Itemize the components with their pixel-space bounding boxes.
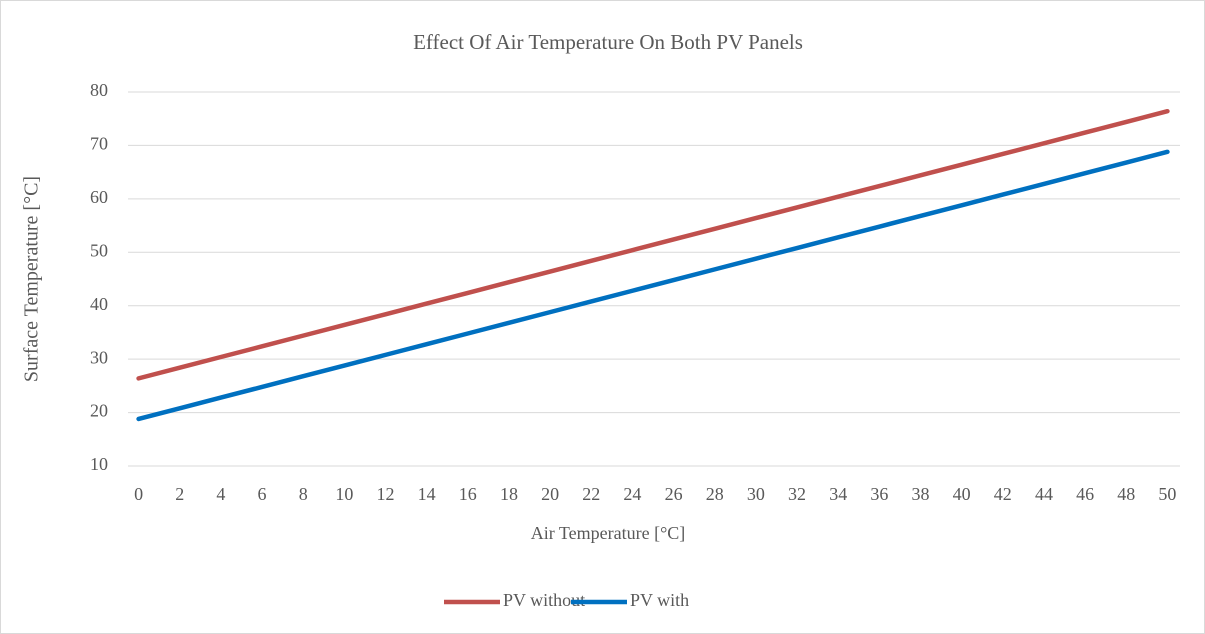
x-tick-label: 50 xyxy=(1158,484,1176,504)
y-axis-title: Surface Temperature [°C] xyxy=(21,176,43,382)
y-tick-label: 30 xyxy=(90,347,108,367)
x-tick-label: 8 xyxy=(299,484,308,504)
chart-title: Effect Of Air Temperature On Both PV Pan… xyxy=(413,30,803,54)
x-tick-label: 40 xyxy=(953,484,971,504)
x-tick-label: 16 xyxy=(459,484,477,504)
x-tick-label: 30 xyxy=(747,484,765,504)
y-tick-label: 20 xyxy=(90,401,108,421)
x-tick-label: 46 xyxy=(1076,484,1094,504)
x-tick-label: 14 xyxy=(418,484,436,504)
x-tick-label: 44 xyxy=(1035,484,1053,504)
x-tick-label: 22 xyxy=(582,484,600,504)
y-tick-label: 50 xyxy=(90,240,108,260)
x-tick-label: 36 xyxy=(870,484,888,504)
x-tick-label: 32 xyxy=(788,484,806,504)
x-tick-label: 2 xyxy=(175,484,184,504)
series-line xyxy=(136,149,1170,422)
x-tick-label: 42 xyxy=(994,484,1012,504)
x-tick-label: 48 xyxy=(1117,484,1135,504)
series-line xyxy=(136,108,1170,381)
x-tick-label: 20 xyxy=(541,484,559,504)
y-tick-label: 40 xyxy=(90,294,108,314)
y-tick-label: 60 xyxy=(90,187,108,207)
x-tick-label: 0 xyxy=(134,484,143,504)
x-tick-label: 4 xyxy=(216,484,225,504)
y-tick-label: 10 xyxy=(90,454,108,474)
x-tick-label: 6 xyxy=(258,484,267,504)
x-tick-label: 10 xyxy=(335,484,353,504)
x-tick-label: 26 xyxy=(665,484,683,504)
legend-label: PV without xyxy=(503,590,585,610)
x-axis-title: Air Temperature [°C] xyxy=(531,523,686,543)
x-tick-label: 18 xyxy=(500,484,518,504)
y-tick-label: 80 xyxy=(90,80,108,100)
y-tick-label: 70 xyxy=(90,134,108,154)
x-tick-label: 34 xyxy=(829,484,847,504)
x-tick-label: 28 xyxy=(706,484,724,504)
x-tick-label: 38 xyxy=(912,484,930,504)
x-tick-label: 12 xyxy=(377,484,395,504)
x-tick-label: 24 xyxy=(623,484,641,504)
legend-label: PV with xyxy=(630,590,689,610)
